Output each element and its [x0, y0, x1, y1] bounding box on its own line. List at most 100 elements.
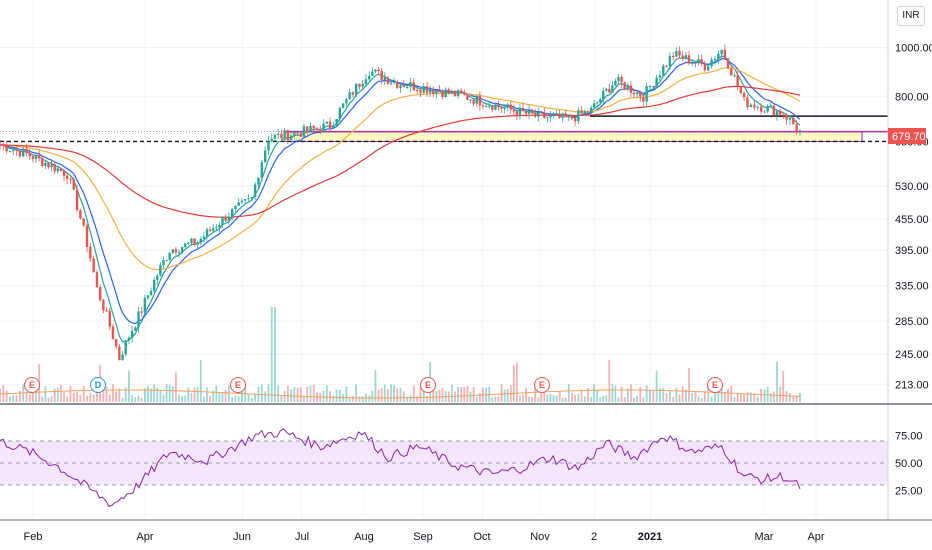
candle-body[interactable]: [567, 115, 570, 118]
candle-body[interactable]: [599, 99, 602, 103]
candle-body[interactable]: [438, 90, 441, 92]
candle-body[interactable]: [632, 92, 636, 95]
candle-body[interactable]: [341, 103, 345, 109]
candle-body[interactable]: [62, 170, 66, 176]
candle-body[interactable]: [386, 77, 390, 84]
candle-body[interactable]: [354, 83, 358, 95]
candle-body[interactable]: [389, 82, 393, 84]
candle-body[interactable]: [361, 83, 364, 87]
candle-body[interactable]: [642, 96, 645, 102]
candle-body[interactable]: [31, 156, 35, 160]
candle-body[interactable]: [124, 340, 127, 355]
candle-body[interactable]: [500, 107, 503, 109]
candle-body[interactable]: [111, 326, 115, 340]
candle-body[interactable]: [478, 95, 482, 106]
candle-body[interactable]: [82, 218, 85, 226]
candle-body[interactable]: [108, 310, 111, 327]
candle-body[interactable]: [240, 200, 244, 203]
candle-body[interactable]: [583, 111, 586, 114]
candle-body[interactable]: [118, 346, 121, 361]
candle-body[interactable]: [399, 85, 402, 88]
candle-body[interactable]: [159, 265, 162, 276]
candle-body[interactable]: [726, 58, 730, 69]
candle-body[interactable]: [143, 298, 147, 313]
candle-body[interactable]: [75, 189, 79, 211]
candle-body[interactable]: [419, 90, 422, 93]
candle-body[interactable]: [687, 55, 691, 64]
candle-body[interactable]: [47, 162, 50, 168]
candle-body[interactable]: [623, 82, 626, 90]
candle-body[interactable]: [463, 93, 466, 95]
candle-body[interactable]: [325, 121, 329, 124]
candle-body[interactable]: [675, 51, 678, 57]
candle-body[interactable]: [573, 118, 577, 122]
candle-body[interactable]: [460, 90, 463, 94]
candle-body[interactable]: [481, 105, 485, 107]
candle-body[interactable]: [98, 287, 102, 301]
candle-body[interactable]: [405, 87, 409, 89]
candle-body[interactable]: [312, 126, 315, 129]
candle-body[interactable]: [328, 121, 332, 128]
time-axis[interactable]: Feb Apr Jun Jul Aug Sep Oct Nov 2 2021 Mar Apr: [24, 531, 825, 543]
candle-body[interactable]: [720, 49, 723, 55]
earnings-event-marker[interactable]: E: [230, 377, 246, 393]
candle-body[interactable]: [769, 105, 772, 107]
candle-body[interactable]: [335, 118, 338, 126]
candle-body[interactable]: [730, 68, 733, 76]
candle-body[interactable]: [244, 199, 247, 201]
candle-body[interactable]: [742, 92, 746, 98]
candle-body[interactable]: [655, 77, 658, 87]
candle-body[interactable]: [749, 104, 753, 108]
candle-body[interactable]: [193, 238, 196, 245]
candle-body[interactable]: [134, 327, 137, 331]
candle-body[interactable]: [286, 130, 290, 140]
candle-body[interactable]: [79, 210, 82, 219]
candle-body[interactable]: [782, 114, 785, 116]
candle-body[interactable]: [227, 216, 231, 221]
candle-body[interactable]: [546, 117, 549, 119]
candle-body[interactable]: [296, 132, 299, 134]
earnings-event-marker[interactable]: E: [420, 377, 436, 393]
candle-body[interactable]: [533, 113, 537, 117]
candle-body[interactable]: [199, 238, 202, 243]
candle-body[interactable]: [620, 76, 623, 83]
candle-body[interactable]: [629, 85, 633, 93]
candle-body[interactable]: [18, 150, 22, 157]
candle-body[interactable]: [130, 330, 134, 338]
candle-body[interactable]: [681, 55, 684, 59]
candle-body[interactable]: [0, 144, 2, 146]
candle-body[interactable]: [2, 144, 5, 146]
candle-body[interactable]: [149, 290, 153, 296]
candle-body[interactable]: [589, 107, 593, 113]
candle-body[interactable]: [491, 105, 494, 110]
candle-body[interactable]: [456, 90, 460, 96]
candle-body[interactable]: [466, 94, 469, 100]
candle-body[interactable]: [552, 114, 555, 116]
candle-body[interactable]: [487, 105, 491, 107]
candle-body[interactable]: [315, 128, 319, 130]
candle-body[interactable]: [586, 111, 590, 113]
candle-body[interactable]: [69, 178, 72, 180]
candle-body[interactable]: [763, 111, 766, 113]
candle-body[interactable]: [509, 104, 512, 110]
candle-body[interactable]: [105, 310, 108, 312]
candle-body[interactable]: [156, 275, 159, 280]
candle-body[interactable]: [697, 59, 700, 64]
candle-body[interactable]: [263, 150, 267, 163]
candle-body[interactable]: [250, 197, 253, 199]
candle-body[interactable]: [267, 141, 270, 151]
candle-body[interactable]: [215, 227, 218, 229]
candle-body[interactable]: [309, 126, 312, 132]
candle-body[interactable]: [564, 113, 567, 118]
candle-body[interactable]: [221, 216, 224, 225]
earnings-event-marker[interactable]: E: [707, 377, 723, 393]
earnings-event-marker[interactable]: E: [534, 377, 550, 393]
candle-body[interactable]: [50, 164, 53, 168]
candle-body[interactable]: [469, 99, 472, 101]
candle-body[interactable]: [665, 65, 668, 67]
candle-body[interactable]: [684, 55, 688, 59]
candle-body[interactable]: [85, 225, 89, 247]
candle-body[interactable]: [614, 80, 617, 86]
candle-body[interactable]: [253, 184, 257, 198]
candle-body[interactable]: [276, 133, 280, 135]
